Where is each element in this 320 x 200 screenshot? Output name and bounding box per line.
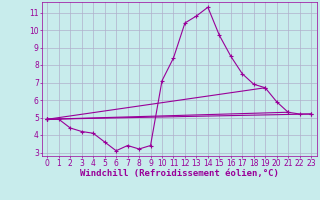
X-axis label: Windchill (Refroidissement éolien,°C): Windchill (Refroidissement éolien,°C) — [80, 169, 279, 178]
